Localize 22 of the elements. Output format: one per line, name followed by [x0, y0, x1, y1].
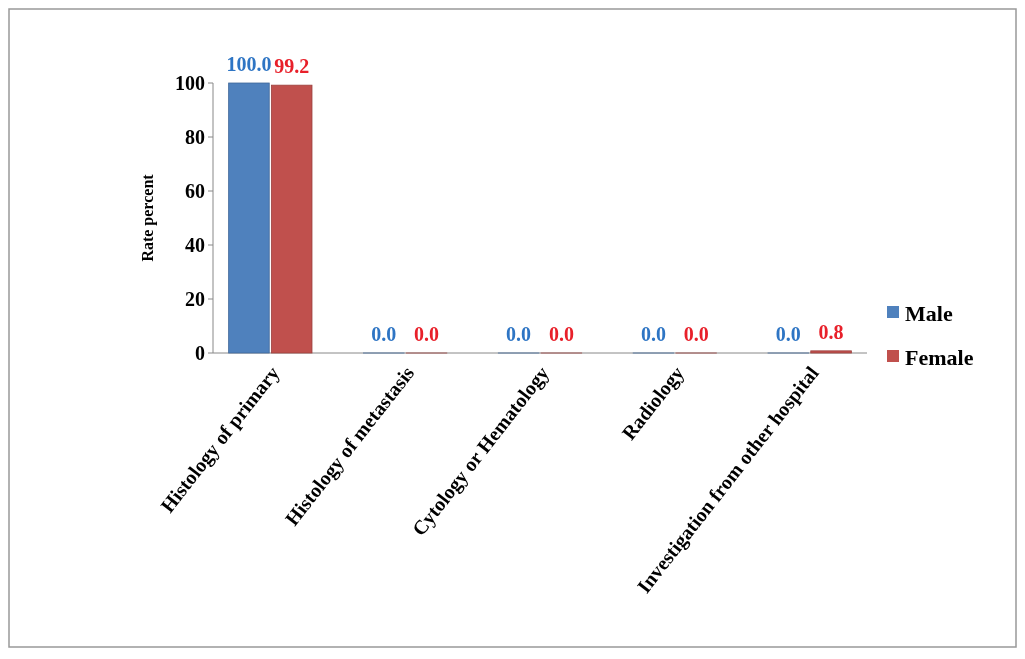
- bar: [270, 84, 313, 354]
- legend-label: Male: [905, 300, 953, 326]
- data-label: 0.0: [548, 323, 574, 345]
- data-label: 99.2: [274, 55, 310, 78]
- y-tick-label: 80: [185, 126, 205, 148]
- y-tick-label: 0: [195, 342, 205, 364]
- y-tick-label: 60: [185, 180, 205, 202]
- data-label: 0.0: [506, 323, 532, 345]
- bar: [810, 350, 852, 354]
- data-label: 0.0: [683, 323, 709, 345]
- legend-label: Female: [905, 344, 974, 370]
- data-label: 100.0: [226, 53, 272, 75]
- bar: [228, 82, 270, 354]
- y-axis-title: Rate percent: [139, 173, 157, 262]
- data-label: 0.0: [414, 323, 440, 345]
- data-label: 0.0: [371, 323, 397, 345]
- y-tick-label: 100: [175, 72, 205, 94]
- data-label: 0.0: [775, 323, 801, 345]
- y-tick-label: 40: [185, 234, 205, 256]
- y-tick-label: 20: [185, 288, 205, 310]
- data-label: 0.0: [640, 323, 666, 345]
- data-label: 0.8: [818, 320, 844, 343]
